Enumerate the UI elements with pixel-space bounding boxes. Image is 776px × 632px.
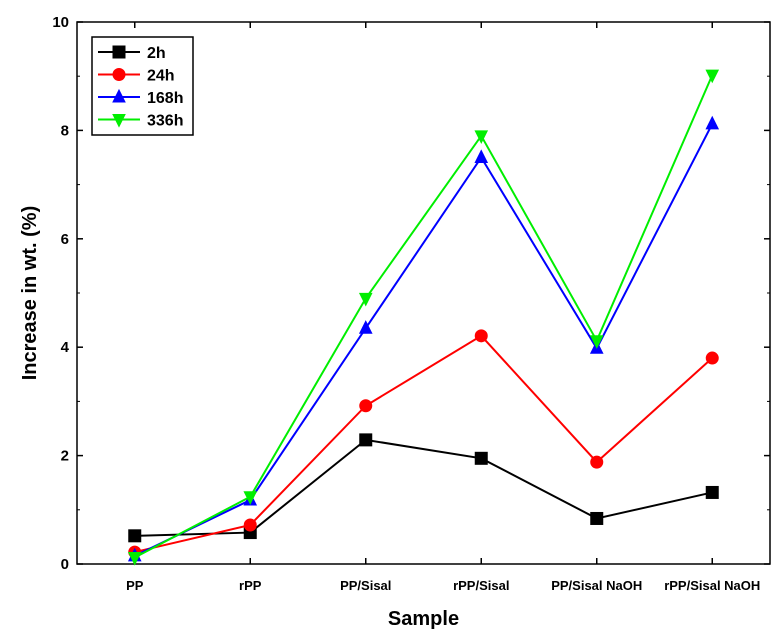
- series-2h: [128, 433, 719, 543]
- data-point: [705, 485, 719, 499]
- data-point: [128, 529, 142, 543]
- series-line: [134, 438, 713, 537]
- x-tick-label: PP/Sisal NaOH: [551, 578, 642, 593]
- data-point: [705, 115, 720, 130]
- data-point: [705, 351, 719, 365]
- data-point: [474, 130, 489, 144]
- legend-item: 24h: [98, 68, 175, 85]
- y-tick-label: 10: [52, 14, 69, 31]
- data-point: [359, 399, 373, 413]
- x-axis-title: Sample: [388, 608, 459, 630]
- series-168h: [127, 115, 720, 562]
- legend-label: 336h: [147, 113, 183, 130]
- legend-item: 2h: [98, 45, 166, 62]
- data-point: [358, 292, 373, 307]
- y-tick-label: 2: [61, 448, 69, 465]
- data-point: [705, 69, 720, 84]
- series-group: [127, 69, 720, 566]
- x-tick-label: rPP/Sisal: [453, 578, 509, 593]
- legend-marker: [112, 88, 126, 103]
- y-tick-label: 8: [61, 122, 69, 139]
- x-tick-label: rPP/Sisal NaOH: [664, 578, 760, 593]
- series-line: [134, 123, 714, 557]
- data-point: [243, 491, 258, 505]
- data-point: [474, 149, 489, 163]
- plot-area: 0 2 4 6 8 10 PP rPP PP/Sisal rPP/Sisal PP/Sisal Na…: [52, 14, 771, 593]
- legend-label: 24h: [147, 68, 175, 85]
- series-line: [134, 74, 714, 559]
- series-24h: [128, 329, 719, 559]
- data-point: [127, 551, 142, 566]
- legend-item: 336h: [98, 113, 183, 130]
- y-axis-title: Increase in wt. (%): [19, 206, 41, 381]
- x-tick-label: PP/Sisal: [340, 578, 391, 593]
- y-tick-label: 6: [61, 231, 69, 248]
- data-point: [358, 320, 373, 334]
- y-tick-label: 4: [61, 339, 70, 356]
- legend-marker: [112, 114, 126, 128]
- legend-label: 2h: [147, 45, 166, 62]
- data-point: [590, 455, 604, 469]
- legend-marker: [112, 45, 126, 59]
- legend-item: 168h: [98, 88, 183, 107]
- series-336h: [127, 69, 720, 566]
- x-tick-label: rPP: [239, 578, 262, 593]
- data-point: [474, 329, 488, 343]
- legend: 2h 24h 168h 336h: [91, 36, 194, 136]
- series-line: [134, 334, 713, 554]
- x-tick-label: PP: [126, 578, 144, 593]
- y-tick-label: 0: [61, 556, 69, 573]
- data-point: [243, 518, 257, 532]
- data-point: [474, 451, 488, 465]
- data-point: [589, 335, 604, 349]
- data-point: [590, 511, 604, 525]
- legend-marker: [112, 68, 126, 81]
- legend-label: 168h: [147, 90, 183, 107]
- data-point: [359, 433, 373, 447]
